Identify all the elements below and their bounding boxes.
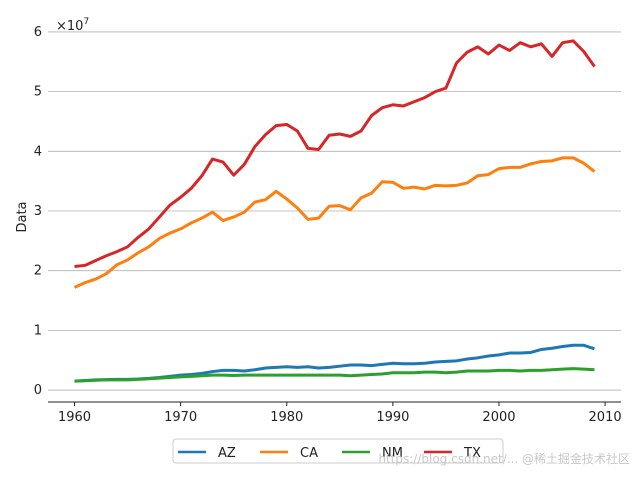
- y-tick-label: 3: [34, 204, 42, 219]
- legend-label-tx: TX: [463, 446, 481, 461]
- y-tick-label: 6: [34, 25, 42, 40]
- grid-lines: [48, 31, 621, 391]
- x-tick-label: 1990: [376, 410, 409, 425]
- x-tick-label: 1980: [270, 410, 303, 425]
- series-line-ca: [73, 156, 596, 289]
- legend: AZ CA NM TX: [172, 438, 504, 464]
- y-tick-label: 2: [34, 264, 42, 279]
- y-scale-label: ×107: [56, 17, 89, 34]
- series-line-tx: [74, 39, 596, 269]
- x-tick-label: 1970: [164, 410, 197, 425]
- y-tick-label: 5: [34, 85, 42, 100]
- y-tick-label: 0: [34, 383, 42, 398]
- legend-label-ca: CA: [300, 446, 318, 461]
- x-tick-label: 2000: [482, 410, 515, 425]
- series-lines: [73, 39, 596, 383]
- y-tick-label: 1: [34, 323, 42, 338]
- legend-label-nm: NM: [382, 446, 403, 461]
- y-axis-label: Data: [15, 201, 30, 232]
- watermark-text: https://blog.csdn.net/... @稀土掘金技术社区: [378, 451, 630, 466]
- y-tick-label: 4: [34, 144, 42, 159]
- legend-label-az: AZ: [218, 446, 236, 461]
- series-line-nm: [74, 367, 595, 383]
- x-tick-label: 2010: [589, 410, 622, 425]
- tick-labels: 0 1 2 3 4 5 6 1960 1970 1980 1990 2000 2010: [34, 25, 622, 425]
- x-tick-label: 1960: [58, 410, 91, 425]
- legend-box: [172, 438, 504, 464]
